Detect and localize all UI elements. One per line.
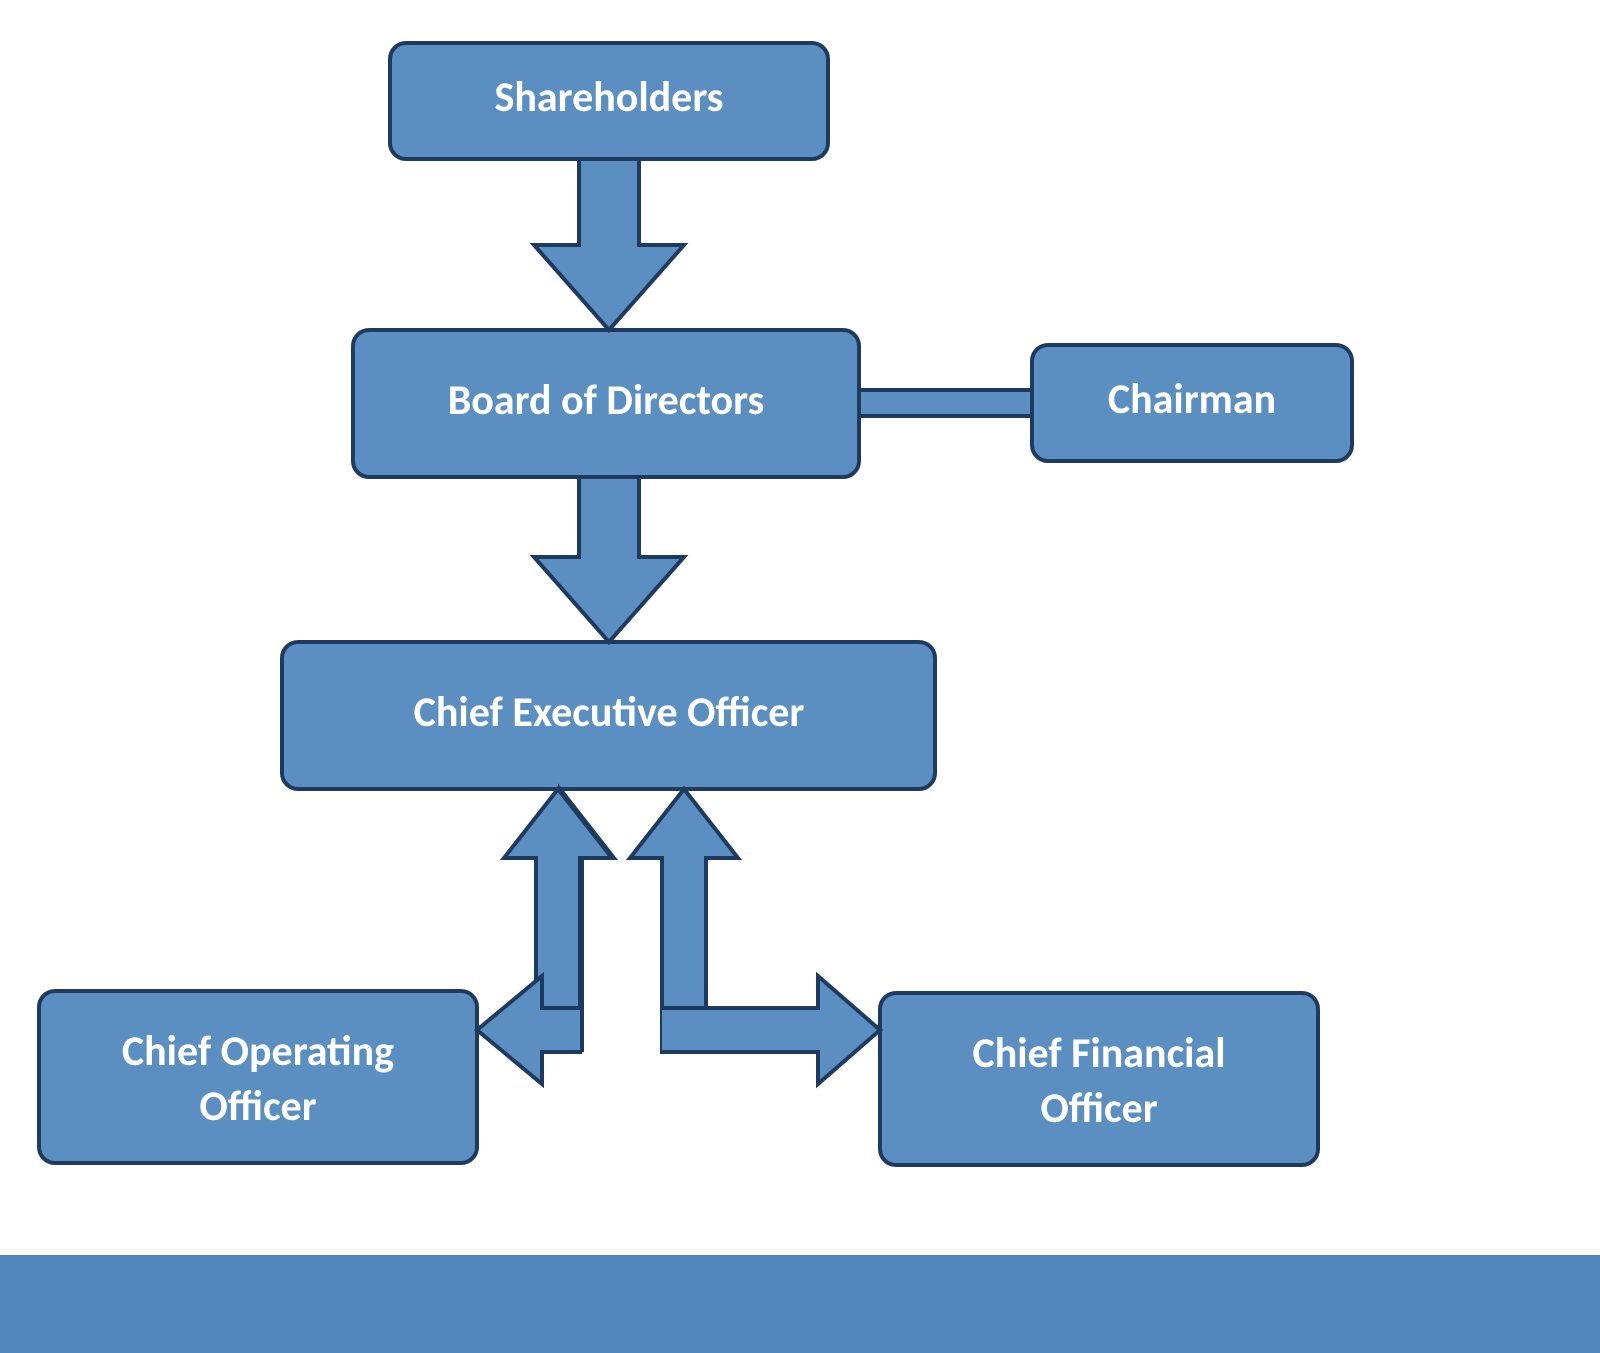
- node-shareholders: Shareholders: [390, 43, 828, 159]
- node-chairman: Chairman: [1032, 345, 1352, 461]
- org-chart-diagram: Shareholders Board of Directors Chairman…: [0, 0, 1600, 1353]
- node-cfo: Chief Financial Officer: [880, 993, 1318, 1165]
- node-board: Board of Directors: [353, 330, 859, 477]
- node-coo: Chief Operating Officer: [39, 991, 477, 1163]
- label-cfo-1: Chief Financial: [972, 1028, 1225, 1079]
- label-coo-1: Chief Operating: [122, 1026, 394, 1077]
- label-ceo: Chief Executive Officer: [414, 687, 805, 738]
- label-coo-2: Officer: [199, 1081, 316, 1132]
- arrow-shareholders-to-board: [534, 159, 684, 330]
- node-ceo: Chief Executive Officer: [282, 642, 935, 789]
- label-chairman: Chairman: [1108, 374, 1276, 425]
- connector-board-chairman: [859, 390, 1032, 416]
- label-cfo-2: Officer: [1040, 1083, 1157, 1134]
- label-board: Board of Directors: [448, 375, 765, 426]
- arrow-left-seam: [536, 1010, 580, 1050]
- arrow-board-to-ceo: [534, 477, 684, 642]
- footer-bar: [0, 1255, 1600, 1353]
- arrow-right-seam: [662, 1010, 708, 1050]
- label-shareholders: Shareholders: [494, 72, 723, 123]
